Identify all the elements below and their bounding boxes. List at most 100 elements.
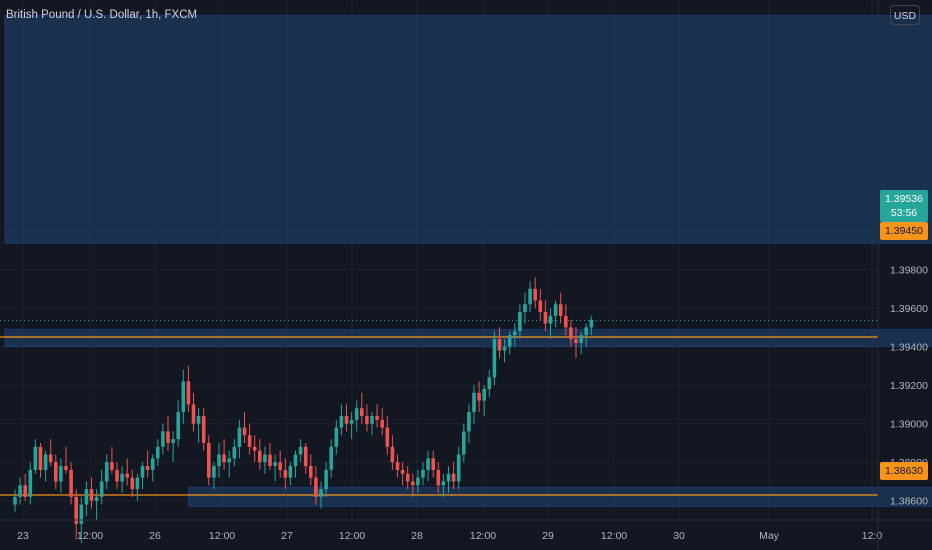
candle-body — [405, 473, 410, 482]
y-tick-label: 1.39600 — [890, 303, 928, 315]
candle — [385, 416, 390, 455]
candle — [247, 423, 252, 455]
x-tick-label: May — [759, 530, 780, 542]
candle — [298, 439, 303, 463]
lower-demand-zone — [187, 486, 932, 508]
y-tick-label: 1.39000 — [890, 419, 928, 431]
candle-body — [472, 392, 476, 413]
candle-body — [283, 469, 288, 478]
candle-body — [130, 477, 135, 490]
candle-body — [94, 496, 99, 501]
candle-body — [79, 504, 84, 524]
candle-body — [252, 446, 257, 451]
candle-body — [222, 454, 226, 463]
candle — [33, 439, 38, 474]
candle — [181, 369, 186, 424]
candle — [329, 439, 333, 478]
candle — [258, 439, 262, 470]
candle — [569, 319, 573, 347]
candle-body — [569, 327, 573, 339]
candle — [477, 381, 481, 413]
candle — [43, 450, 48, 482]
candle-body — [487, 377, 492, 390]
candle-body — [360, 408, 364, 416]
candle — [303, 442, 308, 474]
y-tick-label: 1.38600 — [890, 496, 928, 508]
candle — [548, 308, 553, 339]
candle — [105, 454, 109, 490]
candle — [59, 458, 63, 494]
candle-body — [436, 469, 441, 486]
candle-body — [467, 412, 471, 432]
candle-body — [574, 338, 578, 343]
candle-body — [558, 304, 563, 316]
candle-body — [84, 489, 89, 505]
candle — [436, 462, 441, 494]
x-tick-label: 12:00 — [209, 530, 235, 542]
candle — [395, 454, 400, 478]
candle — [171, 431, 175, 463]
candle-body — [278, 462, 282, 470]
candle-body — [293, 454, 298, 467]
candle-body — [584, 327, 588, 336]
candle-body — [385, 427, 390, 447]
chart-title: British Pound / U.S. Dollar, 1h, FXCM — [6, 9, 198, 21]
candle-body — [23, 485, 27, 497]
candle — [411, 473, 415, 497]
candle — [69, 462, 73, 505]
candle-body — [421, 469, 425, 478]
x-tick-label: 30 — [673, 530, 685, 542]
candle — [99, 469, 104, 505]
candle-body — [54, 462, 58, 482]
candle — [400, 462, 405, 486]
candle-body — [48, 454, 53, 463]
candle — [339, 404, 344, 436]
candle-body — [186, 381, 191, 405]
candle-body — [523, 304, 527, 312]
candle — [212, 462, 216, 490]
candle — [421, 462, 425, 486]
candle-body — [258, 450, 262, 463]
upper-demand-zone — [4, 328, 932, 348]
candle-body — [390, 446, 395, 463]
y-tick-label: 1.39200 — [890, 380, 928, 392]
candle-body — [232, 446, 237, 459]
candle — [390, 435, 395, 470]
candle-body — [538, 300, 543, 312]
candle-body — [212, 466, 216, 478]
candle — [370, 412, 374, 436]
candle — [538, 288, 543, 320]
candle-body — [150, 458, 155, 470]
candle — [497, 327, 502, 359]
candle — [263, 446, 267, 474]
candle — [13, 489, 17, 513]
candle-body — [145, 466, 150, 470]
candle — [553, 300, 558, 328]
candles — [13, 277, 594, 544]
candle-body — [28, 469, 33, 497]
candle-body — [227, 458, 231, 463]
candle-body — [237, 427, 242, 447]
candle-body — [497, 338, 502, 351]
last-price-tag: 1.39536 53:56 — [880, 190, 928, 222]
candle — [48, 439, 53, 467]
candle-body — [69, 469, 73, 497]
candle — [309, 454, 313, 486]
candle-body — [426, 458, 430, 470]
candle-body — [451, 473, 456, 482]
candle — [273, 454, 277, 482]
candle — [222, 439, 226, 470]
candle-body — [533, 288, 537, 301]
candle — [354, 400, 359, 432]
candle-body — [135, 477, 140, 490]
candle-body — [411, 481, 415, 486]
candle-body — [201, 416, 206, 443]
candle — [28, 462, 33, 505]
candle-body — [518, 312, 522, 332]
candle-body — [303, 446, 308, 467]
currency-button[interactable]: USD — [890, 5, 920, 25]
candle-body — [462, 431, 466, 455]
candle-body — [217, 454, 221, 467]
